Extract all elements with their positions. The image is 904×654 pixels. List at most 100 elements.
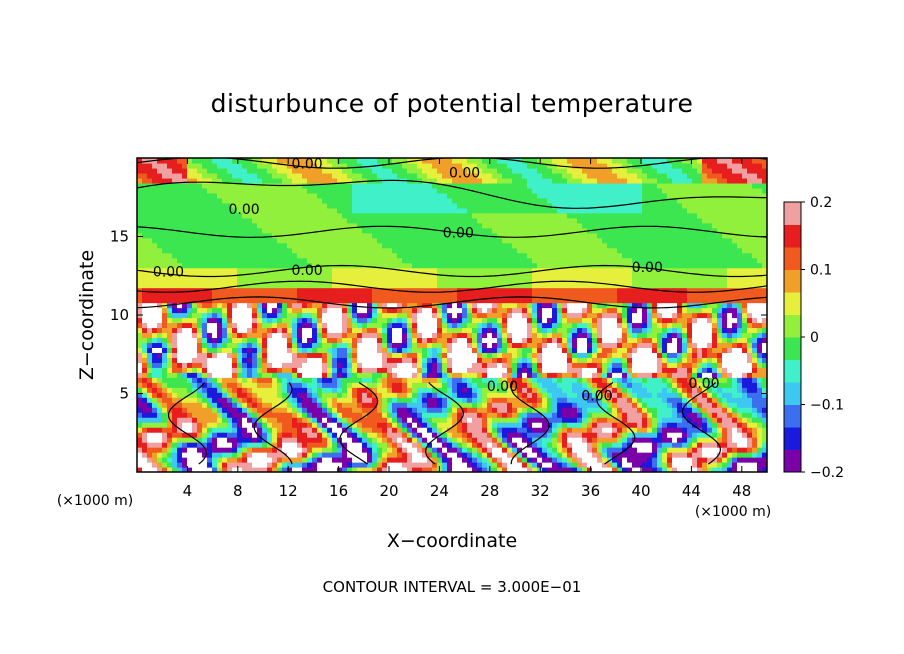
- field-cell: [527, 457, 533, 463]
- field-cell: [437, 222, 443, 229]
- field-cell: [522, 442, 528, 448]
- field-cell: [197, 212, 203, 219]
- field-cell: [372, 352, 378, 358]
- field-cell: [342, 437, 348, 443]
- field-cell: [532, 412, 538, 418]
- field-cell: [222, 232, 228, 239]
- field-cell: [212, 387, 218, 393]
- field-cell: [487, 172, 493, 179]
- field-cell: [137, 362, 143, 368]
- field-cell: [337, 287, 343, 294]
- field-cell: [317, 402, 323, 408]
- field-cell: [217, 212, 223, 219]
- field-cell: [362, 302, 368, 309]
- field-cell: [522, 422, 528, 428]
- field-cell: [317, 447, 323, 453]
- field-cell: [362, 457, 368, 463]
- field-cell: [142, 412, 148, 418]
- field-cell: [512, 342, 518, 348]
- field-cell: [282, 372, 288, 378]
- field-cell: [217, 217, 223, 224]
- field-cell: [457, 217, 463, 224]
- field-cell: [337, 302, 343, 309]
- field-cell: [322, 207, 328, 214]
- field-cell: [317, 232, 323, 239]
- field-cell: [462, 252, 468, 259]
- field-cell: [442, 172, 448, 179]
- field-cell: [507, 362, 513, 368]
- field-cell: [447, 162, 453, 169]
- field-cell: [487, 337, 493, 344]
- field-cell: [517, 377, 523, 383]
- field-cell: [367, 252, 373, 259]
- field-cell: [492, 227, 498, 234]
- field-cell: [137, 277, 143, 284]
- field-cell: [192, 357, 198, 363]
- field-cell: [362, 267, 368, 274]
- field-cell: [372, 312, 378, 319]
- field-cell: [182, 222, 188, 229]
- field-cell: [217, 272, 223, 279]
- field-cell: [267, 387, 273, 393]
- field-cell: [227, 262, 233, 269]
- field-cell: [447, 312, 453, 319]
- field-cell: [157, 397, 163, 403]
- field-cell: [387, 327, 393, 334]
- field-cell: [252, 392, 258, 398]
- field-cell: [382, 402, 388, 408]
- field-cell: [172, 242, 178, 249]
- field-cell: [487, 197, 493, 204]
- field-cell: [252, 257, 258, 264]
- field-cell: [277, 387, 283, 393]
- field-cell: [362, 402, 368, 408]
- field-cell: [152, 177, 158, 184]
- field-cell: [327, 402, 333, 408]
- field-cell: [502, 177, 508, 184]
- field-cell: [167, 387, 173, 393]
- field-cell: [342, 452, 348, 458]
- field-cell: [332, 447, 338, 453]
- field-cell: [487, 377, 493, 383]
- field-cell: [427, 437, 433, 443]
- field-cell: [467, 407, 473, 413]
- field-cell: [192, 397, 198, 403]
- field-cell: [147, 347, 153, 353]
- field-cell: [457, 162, 463, 169]
- field-cell: [517, 382, 523, 388]
- field-cell: [332, 332, 338, 339]
- field-cell: [492, 202, 498, 209]
- field-cell: [477, 442, 483, 448]
- field-cell: [227, 457, 233, 463]
- field-cell: [442, 462, 448, 468]
- field-cell: [292, 372, 298, 378]
- field-cell: [262, 292, 268, 299]
- field-cell: [277, 337, 283, 344]
- field-cell: [367, 212, 373, 219]
- field-cell: [527, 412, 533, 418]
- field-cell: [227, 202, 233, 209]
- field-cell: [207, 377, 213, 383]
- field-cell: [167, 462, 173, 468]
- field-cell: [137, 207, 143, 214]
- field-cell: [502, 342, 508, 348]
- field-cell: [147, 432, 153, 438]
- field-cell: [312, 442, 318, 448]
- field-cell: [377, 287, 383, 294]
- field-cell: [517, 452, 523, 458]
- field-cell: [447, 352, 453, 358]
- field-cell: [272, 237, 278, 244]
- field-cell: [247, 392, 253, 398]
- field-cell: [252, 187, 258, 194]
- field-cell: [257, 312, 263, 319]
- field-cell: [247, 422, 253, 428]
- field-cell: [422, 237, 428, 244]
- field-cell: [482, 272, 488, 279]
- field-cell: [387, 387, 393, 393]
- field-cell: [262, 182, 268, 189]
- field-cell: [507, 347, 513, 353]
- field-cell: [282, 297, 288, 304]
- field-cell: [462, 162, 468, 169]
- field-cell: [147, 382, 153, 388]
- field-cell: [487, 462, 493, 468]
- field-cell: [267, 187, 273, 194]
